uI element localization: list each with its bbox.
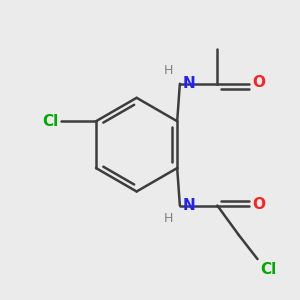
Text: H: H: [164, 212, 173, 225]
Text: Cl: Cl: [42, 114, 58, 129]
Text: H: H: [164, 64, 173, 77]
Text: O: O: [252, 197, 265, 212]
Text: O: O: [252, 75, 265, 90]
Text: N: N: [182, 76, 195, 91]
Text: Cl: Cl: [260, 262, 276, 277]
Text: N: N: [182, 198, 195, 213]
